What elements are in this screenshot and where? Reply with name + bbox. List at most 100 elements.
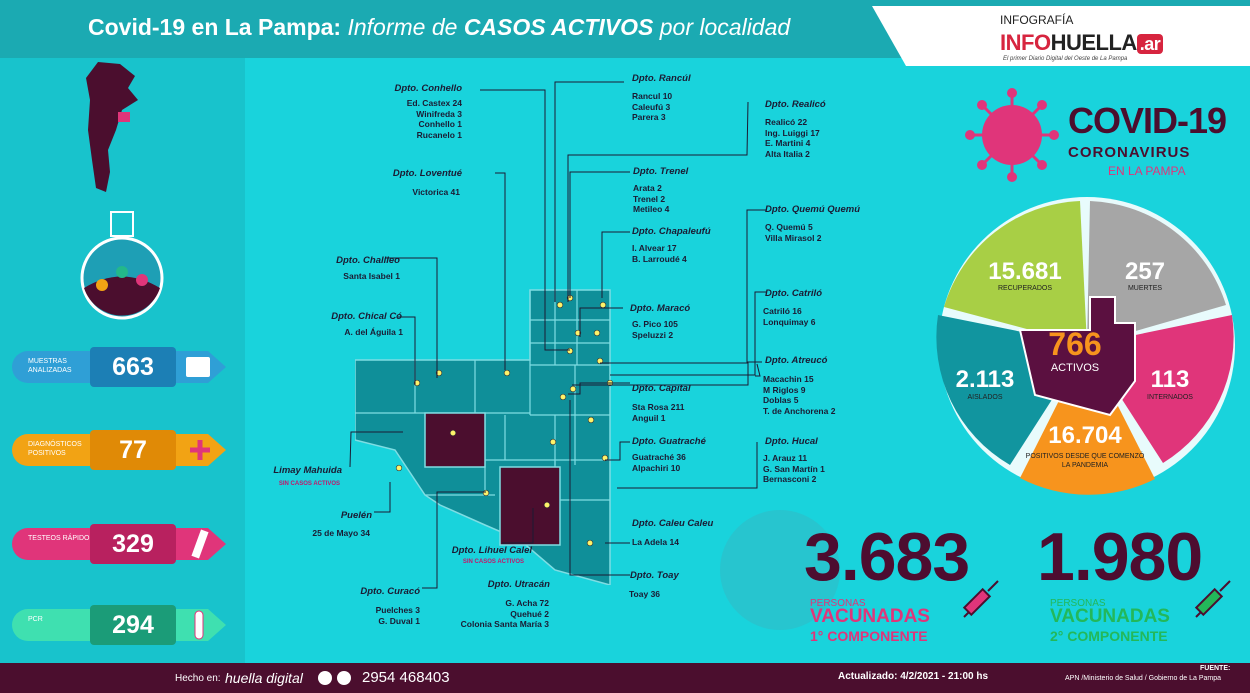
dept-conhello-name: Dpto. Conhello [394, 83, 462, 94]
dept-guatrache-cities: Guatraché 36 Alpachiri 10 [632, 452, 686, 473]
city-line: Realicó 22 [765, 117, 808, 127]
dept-loventue-name: Dpto. Loventué [392, 168, 462, 179]
dept-conhello-cities: Ed. Castex 24 Winifreda 3 Conhello 1 Ruc… [352, 98, 462, 140]
city-line: Conhello 1 [418, 119, 462, 129]
city-line: Toay 36 [629, 589, 661, 599]
pie-recuperados-value: 15.681 [988, 258, 1062, 285]
flasks-icon [178, 351, 226, 383]
city-line: E. Martini 4 [765, 138, 811, 148]
covid-title: COVID-19 [1068, 100, 1227, 141]
huella-digital-brand[interactable]: huella digital [225, 670, 303, 686]
city-line: Caleufú 3 [632, 101, 671, 112]
rapid-test-icon [178, 528, 226, 560]
city-line: G. San Martín 1 [763, 463, 825, 474]
city-line: J. Arauz 11 [763, 453, 808, 463]
city-line: I. Alvear 17 [632, 243, 677, 253]
pie-positivos-label: POSITIVOS DESDE QUE COMENZÓ LA PANDEMIA [1025, 453, 1145, 469]
stat-diagnosticos: DIAGNÓSTICOS POSITIVOS 77 [12, 430, 234, 470]
whatsapp-icon [337, 671, 351, 685]
argentina-map-icon [86, 62, 138, 192]
city-line: Bernasconi 2 [763, 474, 817, 484]
pie-muertes-label: MUERTES [1127, 285, 1163, 292]
pie-slice-recuperados [944, 201, 1087, 345]
contact-phone[interactable]: 2954 468403 [362, 669, 450, 686]
dept-hucal-name: Dpto. Hucal [765, 436, 818, 447]
city-line: Guatraché 36 [632, 452, 686, 462]
syringe-icon [1194, 580, 1231, 618]
dept-curaco-cities: Puelches 3 G. Duval 1 [310, 605, 420, 626]
dept-chapaleufu-cities: I. Alvear 17 B. Larroudé 4 [632, 243, 687, 264]
title-prefix: Covid-19 en La Pampa: [88, 14, 342, 40]
city-line: Villa Mirasol 2 [765, 232, 822, 243]
stat-label: MUESTRAS ANALIZADAS [28, 358, 72, 374]
vaccinated-second-small: PERSONAS [1050, 598, 1106, 609]
city-line: Metileo 4 [633, 204, 670, 214]
stat-value: 294 [90, 605, 176, 645]
vaccinated-first-small: PERSONAS [810, 598, 866, 609]
map-leader-lines [349, 81, 766, 589]
city-line: Q. Quemú 5 [765, 222, 813, 232]
pie-muertes-value: 257 [1124, 258, 1166, 285]
dept-hucal-cities: J. Arauz 11 G. San Martín 1 Bernasconi 2 [763, 453, 825, 485]
coronavirus-subtitle: CORONAVIRUS [1068, 144, 1191, 161]
vaccinated-second-big: VACUNADAS [1050, 606, 1170, 627]
city-line: Arata 2 [633, 183, 662, 193]
city-line: B. Larroudé 4 [632, 253, 687, 264]
pie-activos-label: ACTIVOS [1050, 362, 1100, 374]
lab-flask-icon [80, 211, 164, 320]
logo-panel [872, 6, 1250, 66]
city-line: Macachin 15 [763, 374, 814, 384]
dept-utracan-name: Dpto. Utracán [487, 579, 550, 590]
pie-slice-positivos [1020, 345, 1155, 495]
dept-chapaleufu-name: Dpto. Chapaleufú [632, 226, 711, 237]
city-line: Alta Italia 2 [765, 148, 810, 159]
stat-label: TESTEOS RÁPIDOS [28, 535, 95, 542]
pie-positivos-value: 16.704 [1048, 422, 1122, 449]
plus-icon [178, 434, 226, 466]
stat-muestras: MUESTRAS ANALIZADAS 663 [12, 347, 234, 387]
source-label: FUENTE: [1200, 665, 1231, 672]
title-text-1: Informe de [341, 14, 464, 40]
logo-kicker: INFOGRAFÍA [1000, 13, 1074, 27]
messenger-icons [318, 671, 351, 685]
city-line: Alpachiri 10 [632, 462, 681, 473]
dept-chalileo-name: Dpto. Chalileo [336, 255, 400, 266]
stat-pcr: PCR 294 [12, 605, 234, 645]
city-line: G. Duval 1 [378, 615, 420, 626]
dept-guatrache-name: Dpto. Guatraché [632, 436, 706, 447]
dept-maraco-cities: G. Pico 105 Speluzzi 2 [632, 319, 678, 340]
source-text: APN /Ministerio de Salud / Gobierno de L… [1065, 675, 1222, 682]
no-active-cases-note: SIN CASOS ACTIVOS [278, 481, 340, 487]
dept-caleu-name: Dpto. Caleu Caleu [632, 518, 714, 529]
dept-puelen-name: Puelén [340, 510, 372, 521]
city-line: Trenel 2 [633, 193, 666, 204]
city-line: Catriló 16 [763, 306, 802, 316]
pie-recuperados-label: RECUPERADOS [997, 285, 1053, 292]
city-line: G. Pico 105 [632, 319, 678, 329]
city-line: Anguil 1 [632, 412, 666, 423]
pie-internados-label: INTERNADOS [1147, 394, 1193, 401]
dept-trenel-cities: Arata 2 Trenel 2 Metileo 4 [633, 183, 669, 215]
virus-watermark-icon [720, 510, 840, 630]
title-text-2: por localidad [653, 14, 791, 40]
region-subtitle: EN LA PAMPA [1108, 164, 1186, 178]
la-pampa-marker-icon [118, 112, 130, 122]
coronavirus-icon [965, 88, 1059, 182]
logo-huella: HUELLA [1050, 30, 1138, 55]
no-active-cases-note: SIN CASOS ACTIVOS [462, 559, 524, 565]
cases-pie-chart [936, 197, 1235, 495]
stat-value: 77 [90, 430, 176, 470]
logo-tagline: El primer Diario Digital del Oeste de La… [1003, 56, 1128, 62]
pie-aislados-value: 2.113 [955, 366, 1015, 393]
la-pampa-map [355, 289, 614, 585]
pie-internados-value: 113 [1150, 366, 1190, 393]
dept-utracan-cities: G. Acha 72 Quehué 2 Colonia Santa María … [430, 598, 549, 630]
infohuella-logo[interactable]: INFOHUELLA .ar [1000, 30, 1164, 56]
dept-limay-name: Limay Mahuida [273, 465, 342, 476]
dept-quemu-cities: Q. Quemú 5 Villa Mirasol 2 [765, 222, 822, 243]
activos-highlight-shape [1018, 296, 1136, 417]
syringe-icon [962, 580, 999, 618]
pie-slice-muertes [1087, 201, 1226, 345]
logo-ar: .ar [1136, 34, 1164, 54]
stat-value: 663 [90, 347, 176, 387]
